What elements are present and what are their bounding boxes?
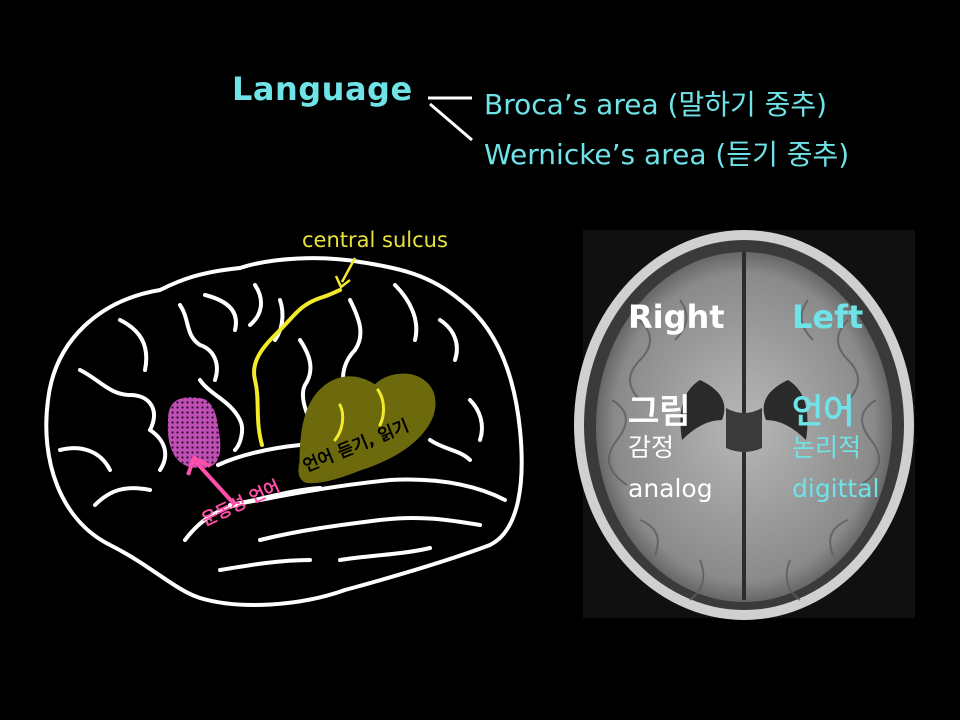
- central-sulcus-arrow: [340, 257, 357, 283]
- central-sulcus-line: [252, 288, 342, 447]
- mri-right-sub2: analog: [628, 474, 713, 503]
- broca-area-text: Broca’s area (말하기 중추): [484, 88, 828, 121]
- mri-left-main: 언어: [792, 392, 855, 432]
- mri-right-heading: Right: [628, 298, 725, 336]
- wernicke-region: [298, 373, 436, 484]
- mri-right-main: 그림: [628, 392, 691, 432]
- central-sulcus-label: central sulcus: [302, 228, 448, 252]
- broca-label: 운동성 언어: [199, 477, 284, 531]
- mri-left-sub2: digittal: [792, 474, 880, 503]
- language-title: Language: [232, 70, 413, 108]
- mri-right-sub1: 감정: [628, 433, 675, 462]
- broca-arrow: [194, 460, 237, 507]
- mri-left-heading: Left: [792, 298, 864, 336]
- mri-left-sub1: 논리적: [792, 433, 862, 462]
- broca-region: [167, 397, 221, 469]
- wernicke-area-text: Wernicke’s area (듣기 중추): [484, 138, 850, 171]
